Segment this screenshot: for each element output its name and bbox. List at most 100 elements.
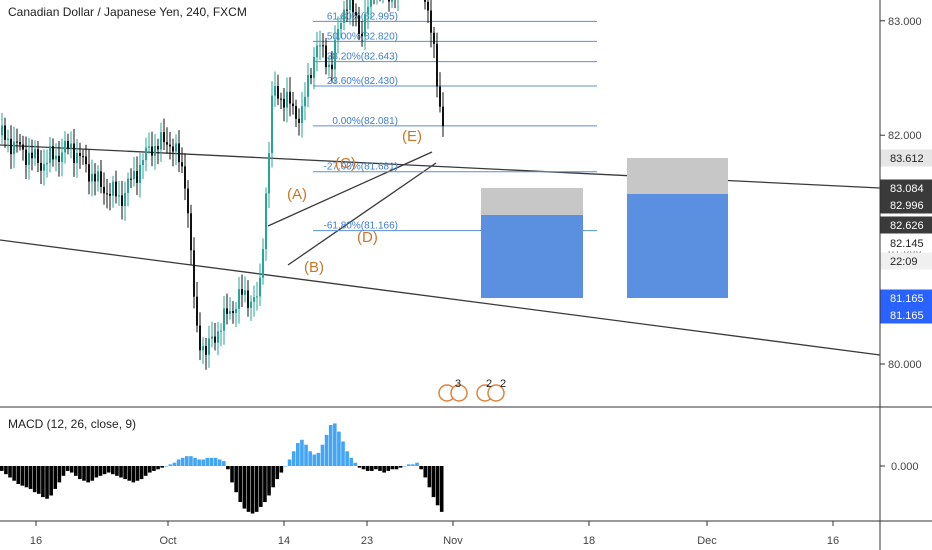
price-badge[interactable] (880, 149, 932, 167)
macd-bar (374, 466, 378, 470)
macd-bar (8, 466, 12, 478)
candle-body (55, 155, 57, 160)
macd-bar (94, 466, 99, 478)
macd-bar (337, 431, 341, 466)
macd-bar (37, 466, 41, 494)
candle-body (190, 213, 192, 251)
x-tick-label: Oct (159, 535, 176, 547)
lower-trend-line[interactable] (0, 239, 881, 356)
candle-body (214, 336, 216, 343)
fib-level-label: 23.60%(82.430) (327, 76, 398, 87)
candle-body (247, 290, 249, 308)
x-tick-label: 23 (361, 535, 373, 547)
macd-bar (102, 466, 107, 475)
x-tick-label: Nov (443, 535, 463, 547)
price-badge[interactable] (880, 216, 932, 234)
macd-bar (275, 466, 280, 480)
macd-bar (78, 466, 82, 480)
target-box-1-blue[interactable] (481, 215, 583, 298)
candle-body (322, 45, 324, 47)
macd-bar (193, 457, 197, 466)
macd-bar (382, 466, 386, 473)
candle-body (79, 152, 81, 157)
candle-body (217, 331, 219, 343)
macd-bar (16, 466, 21, 485)
candle-body (427, 1, 429, 11)
candle-body (151, 146, 153, 156)
candle-body (325, 45, 327, 68)
x-tick-label: 16 (827, 535, 839, 547)
macd-bar (411, 464, 415, 466)
target-box-2-blue[interactable] (627, 194, 728, 298)
event-badge-count: 3 (455, 378, 461, 390)
candle-body (295, 106, 297, 119)
candle-body (205, 346, 207, 355)
macd-bar (197, 459, 201, 466)
macd-histogram (0, 423, 444, 514)
candle-body (238, 289, 240, 309)
candle-body (157, 146, 159, 150)
macd-bar (242, 466, 247, 509)
event-badge-icon[interactable] (487, 384, 505, 402)
macd-bar (271, 466, 275, 488)
wave-label-e: (E) (402, 128, 422, 145)
target-boxes[interactable] (481, 158, 728, 298)
channel-lower-line[interactable] (287, 162, 437, 266)
candle-body (97, 171, 99, 182)
candle-body (433, 32, 435, 44)
macd-bar (407, 464, 411, 466)
wave-label-d: (D) (357, 229, 378, 246)
candle-body (292, 103, 294, 107)
macd-bar (53, 466, 58, 489)
macd-bar (398, 466, 403, 468)
candle-body (256, 296, 258, 298)
y-tick-label: 80.000 (888, 359, 922, 371)
price-badge-label: 83.084 (890, 183, 924, 195)
candle-body (193, 250, 195, 297)
price-badge[interactable] (880, 179, 932, 197)
candle-body (16, 141, 18, 143)
macd-bar (378, 466, 382, 471)
candle-body (259, 277, 261, 297)
macd-bar (423, 466, 428, 478)
fib-level-label: -61.80%(81.166) (324, 221, 399, 232)
candle-body (52, 146, 54, 160)
price-badges[interactable]: 83.612 83.084 82.996 82.626 82.145 22:09 81.16… (880, 149, 932, 324)
macd-bar (263, 466, 267, 503)
macd-bar (370, 466, 374, 471)
candle-body (253, 297, 255, 302)
macd-bar (74, 466, 78, 476)
macd-bar (226, 466, 230, 470)
target-box-1-gray[interactable] (481, 188, 583, 215)
candle-body (10, 138, 12, 155)
macd-bar (287, 459, 292, 466)
candle-body (103, 186, 105, 194)
candle-body (208, 338, 210, 355)
candle-body (115, 181, 117, 197)
candle-body (82, 156, 84, 158)
candle-body (145, 147, 147, 161)
macd-bar (69, 466, 74, 473)
candle-body (424, 0, 426, 2)
price-badge[interactable] (880, 289, 932, 307)
candle-body (118, 195, 120, 197)
macd-bar (189, 456, 193, 466)
macd-bar (139, 466, 144, 480)
price-badge[interactable] (880, 196, 932, 214)
event-badge-icon[interactable] (450, 384, 468, 402)
price-badge[interactable] (880, 234, 932, 252)
y-tick-label: 82.000 (888, 130, 922, 142)
channel-upper-line[interactable] (267, 151, 433, 227)
macd-bar (111, 466, 115, 475)
macd-bar (402, 466, 407, 467)
price-badge[interactable] (880, 252, 932, 270)
macd-bar (65, 466, 70, 471)
candle-body (388, 0, 390, 2)
macd-y-axis-labels: 0.000 (880, 461, 919, 473)
price-badge[interactable] (880, 306, 932, 324)
target-box-2-gray[interactable] (627, 158, 728, 194)
candle-body (232, 311, 234, 313)
event-badges[interactable]: 3 2 2 (438, 378, 506, 402)
candle-body (211, 336, 213, 339)
